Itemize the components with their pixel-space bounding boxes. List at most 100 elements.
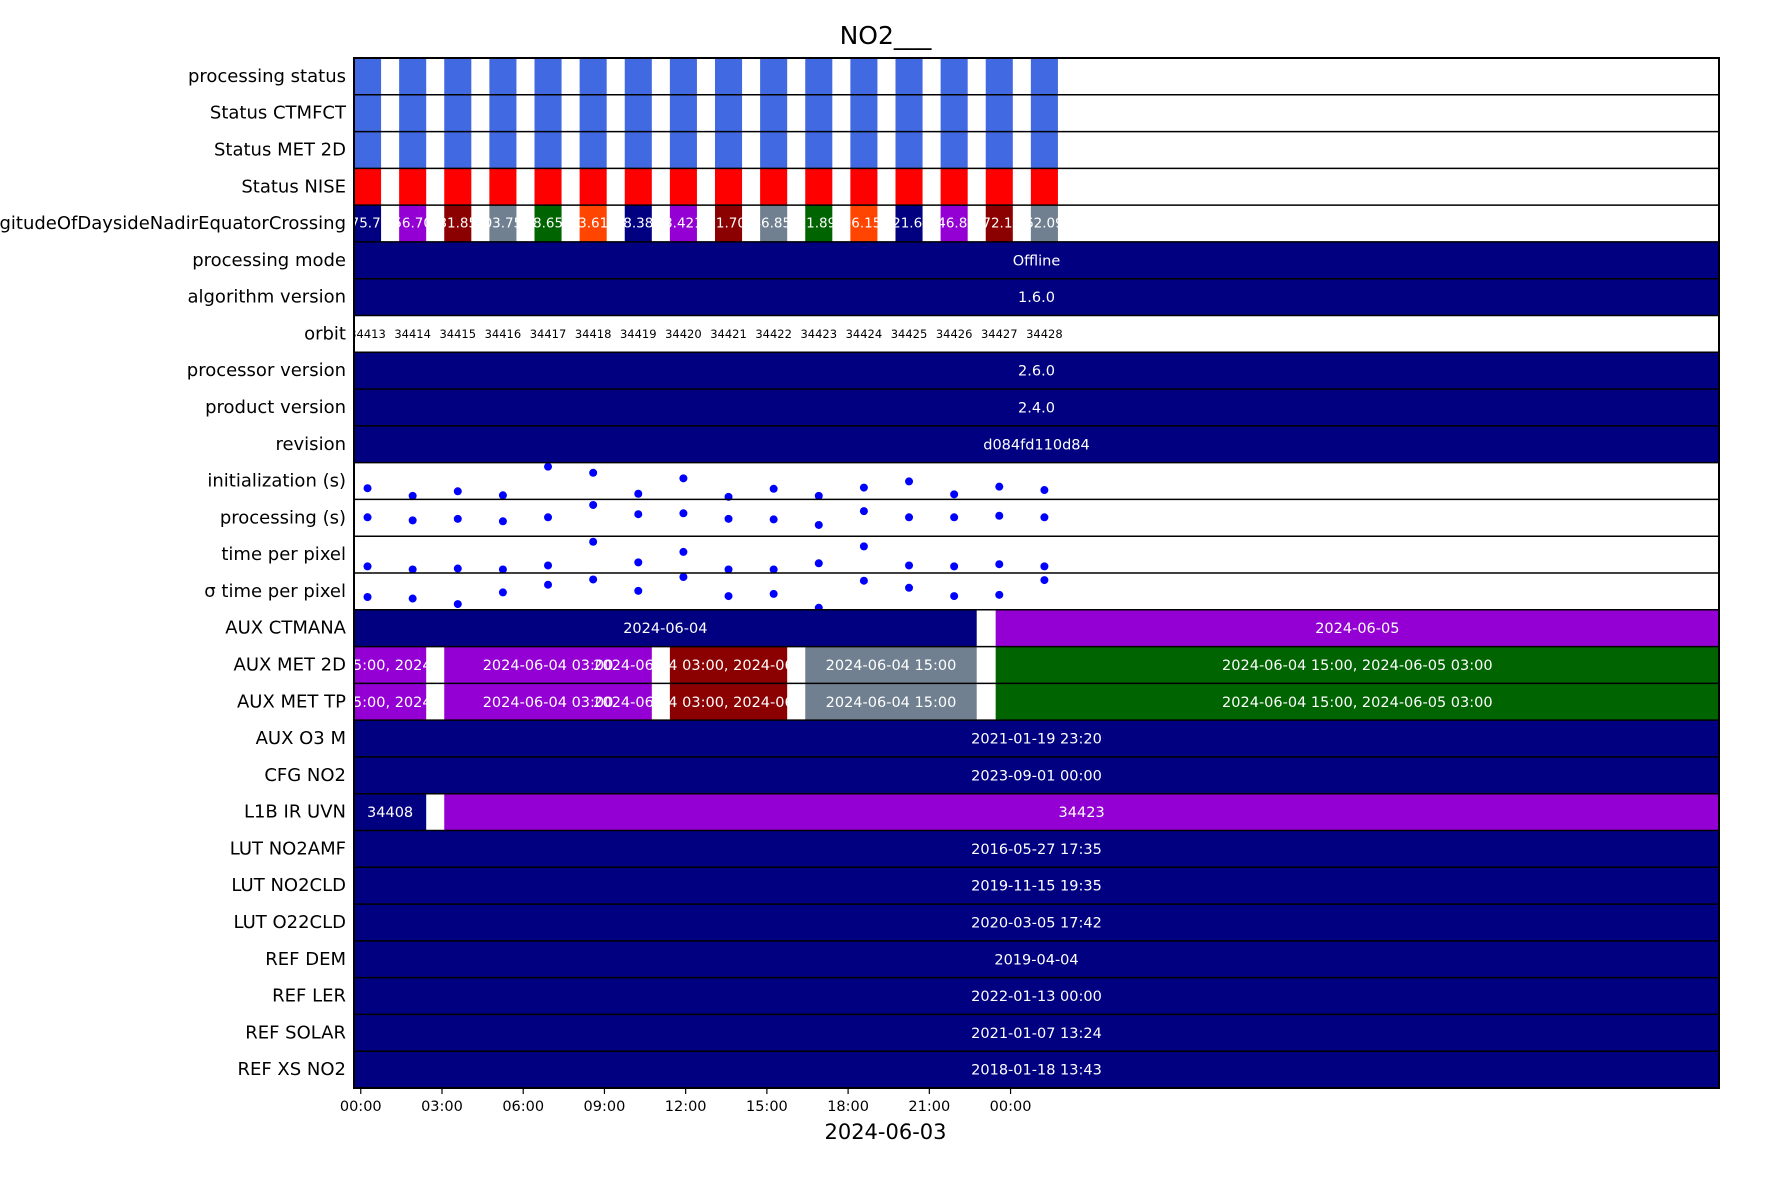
row-initialization-s- (363, 462, 1049, 501)
data-point (859, 576, 868, 585)
longitude-label: 53.611 (570, 216, 617, 232)
data-point (544, 513, 553, 522)
data-point (634, 489, 643, 498)
band-label: 2024-06-04 03:00 (483, 695, 614, 711)
data-point (544, 561, 553, 570)
data-point (769, 484, 778, 493)
row-label: CFG NO2 (264, 765, 346, 786)
status-bar (624, 168, 652, 206)
row-label: REF SOLAR (245, 1022, 346, 1043)
band-segment (354, 609, 977, 647)
data-point (634, 510, 643, 519)
data-point (544, 580, 553, 589)
orbit-label: 34413 (349, 327, 386, 341)
data-point (859, 483, 868, 492)
band-segment (354, 278, 1719, 316)
row-label: LUT O22CLD (233, 912, 346, 933)
data-point (950, 490, 959, 499)
band-label: 2024-06-04 15:00 (826, 695, 957, 711)
data-point (408, 594, 417, 603)
status-bar (399, 168, 427, 206)
status-bar (354, 58, 382, 95)
data-point (724, 592, 733, 601)
data-point (814, 520, 823, 529)
row-processing-status (354, 58, 1058, 95)
x-tick-label: 18:00 (827, 1099, 869, 1115)
status-bar (624, 94, 652, 132)
row-ref-dem: 2019-04-04 (354, 940, 1719, 978)
status-bar (444, 58, 472, 95)
status-bar (579, 94, 607, 132)
row-label: LUT NO2AMF (230, 838, 346, 859)
status-bar (850, 58, 878, 95)
band-label: 34423 (1059, 805, 1105, 821)
status-bar (1030, 131, 1058, 169)
status-bar (985, 168, 1013, 206)
longitude-bar (805, 205, 833, 242)
orbit-label: 34418 (575, 327, 612, 341)
status-bar (489, 58, 517, 95)
status-bar (489, 168, 517, 206)
row-label: product version (205, 397, 346, 418)
data-point (724, 565, 733, 574)
longitude-label: -71.894 (793, 216, 845, 232)
row-lut-o22cld: 2020-03-05 17:42 (354, 904, 1719, 941)
orbit-label: 34428 (1026, 327, 1063, 341)
band-label: 2020-03-05 17:42 (971, 915, 1102, 931)
data-point (634, 586, 643, 595)
row-ref-solar: 2021-01-07 13:24 (354, 1014, 1719, 1052)
x-tick-label: 06:00 (502, 1099, 544, 1115)
orbit-label: 34427 (981, 327, 1018, 341)
longitude-bar (940, 205, 968, 242)
row-aux-o3-m: 2021-01-19 23:20 (354, 720, 1719, 757)
row--time-per-pixel (363, 573, 1049, 612)
band-segment (354, 830, 1719, 868)
data-point (453, 564, 462, 573)
plot-area: -175.787156.705131.855103.75478.65353.61… (349, 58, 1719, 1088)
longitude-label: 28.389 (615, 216, 662, 232)
band-segment (354, 1051, 1719, 1088)
longitude-bar (444, 205, 472, 242)
status-bar (669, 131, 697, 169)
status-bar (489, 94, 517, 132)
row-label: σ time per pixel (204, 581, 346, 602)
data-point (905, 561, 914, 570)
status-bar (669, 94, 697, 132)
data-point (814, 491, 823, 500)
data-point (679, 573, 688, 581)
x-tick-label: 21:00 (908, 1099, 950, 1115)
status-bar (624, 131, 652, 169)
orbit-label: 34416 (485, 327, 522, 341)
data-point (995, 590, 1004, 599)
orbit-label: 34423 (800, 327, 837, 341)
longitude-label: -21.708 (702, 216, 754, 232)
band-segment (444, 683, 652, 721)
longitude-label: -146.876 (924, 216, 985, 232)
row-label: Status CTMFCT (210, 103, 347, 124)
data-point (769, 589, 778, 598)
status-bar (805, 58, 833, 95)
status-bar (579, 131, 607, 169)
band-segment (354, 389, 1719, 426)
orbit-label: 34419 (620, 327, 657, 341)
longitude-bar (850, 205, 878, 242)
row-status-nise (354, 168, 1058, 206)
longitude-bar (534, 205, 562, 242)
data-point (498, 517, 507, 526)
band-label: 2.6.0 (1018, 364, 1055, 380)
band-segment (354, 683, 427, 721)
data-point (859, 507, 868, 516)
longitude-bar (760, 205, 788, 242)
band-segment (354, 793, 427, 831)
longitude-bar (579, 205, 607, 242)
data-point (363, 484, 372, 493)
band-segment (354, 720, 1719, 757)
orbit-label: 34417 (530, 327, 567, 341)
status-bar (579, 58, 607, 95)
data-point (408, 565, 417, 574)
row-label: processing (s) (220, 507, 346, 528)
row-label: REF XS NO2 (237, 1059, 346, 1080)
row-ref-xs-no2: 2018-01-18 13:43 (354, 1051, 1719, 1088)
status-bar (985, 131, 1013, 169)
data-point (905, 583, 914, 592)
